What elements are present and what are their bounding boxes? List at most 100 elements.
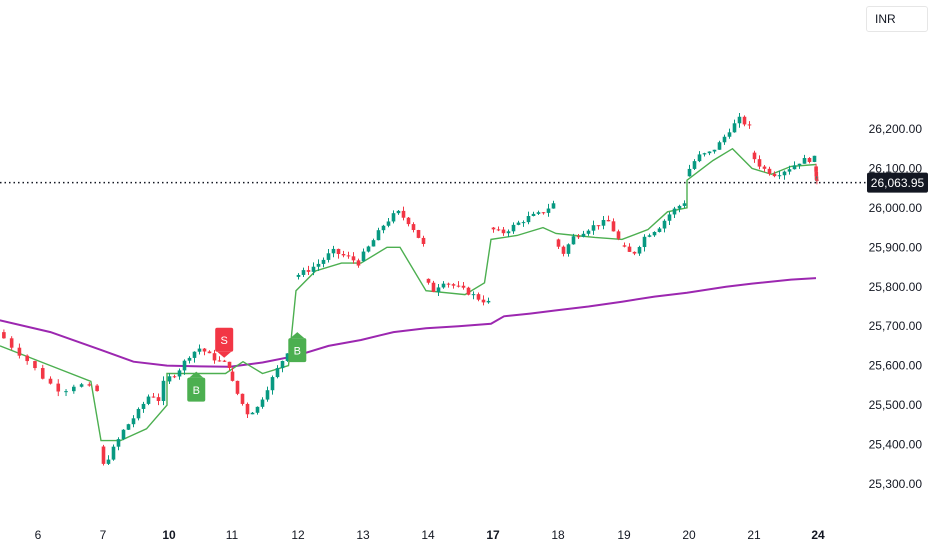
candle-body bbox=[732, 123, 737, 133]
candle-body bbox=[722, 136, 727, 143]
candle bbox=[187, 356, 192, 364]
price-tick-label: 25,900.00 bbox=[869, 240, 923, 254]
candle-body bbox=[486, 300, 491, 303]
candle-body bbox=[245, 403, 250, 415]
buy-signal[interactable]: B bbox=[288, 332, 307, 363]
candle bbox=[561, 245, 566, 257]
candle bbox=[441, 281, 446, 289]
signal-pointer bbox=[189, 371, 204, 378]
signal-box bbox=[215, 327, 234, 352]
candle-body bbox=[87, 384, 92, 386]
candle bbox=[802, 154, 807, 164]
candle-body bbox=[576, 236, 581, 238]
candle bbox=[351, 252, 356, 264]
moving-average-layer bbox=[0, 277, 817, 368]
candle-body bbox=[79, 384, 84, 387]
candle-body bbox=[596, 225, 601, 227]
price-tick-label: 26,000.00 bbox=[869, 201, 923, 215]
candle-body bbox=[687, 168, 692, 177]
candle bbox=[586, 229, 591, 236]
candle bbox=[227, 361, 232, 371]
candle-body bbox=[416, 230, 421, 238]
candle bbox=[250, 411, 255, 415]
candle-body bbox=[812, 155, 817, 162]
time-tick-label: 11 bbox=[226, 528, 239, 542]
price-axis[interactable]: 25,300.00 25,400.00 25,500.00 25,600.00 25,7… bbox=[869, 122, 923, 491]
candle bbox=[471, 291, 476, 300]
candle bbox=[386, 217, 391, 228]
candle-body bbox=[106, 459, 111, 464]
candle bbox=[376, 227, 381, 241]
candle-body bbox=[182, 360, 187, 371]
candle-body bbox=[632, 251, 637, 254]
time-tick-label: 12 bbox=[291, 528, 305, 542]
candle bbox=[426, 278, 431, 285]
candle bbox=[17, 343, 22, 359]
candle bbox=[151, 393, 156, 398]
candle bbox=[677, 204, 682, 213]
price-tick-label: 25,500.00 bbox=[869, 398, 923, 412]
candle-body bbox=[235, 380, 240, 394]
candle bbox=[652, 231, 657, 237]
candle bbox=[632, 251, 637, 256]
candle-body bbox=[230, 371, 235, 381]
candle bbox=[662, 219, 667, 233]
signal-label: B bbox=[193, 385, 200, 397]
candle bbox=[501, 226, 506, 236]
candle bbox=[172, 374, 177, 379]
currency-selector[interactable]: INR bbox=[866, 6, 928, 32]
candle-body bbox=[677, 205, 682, 209]
candle-body bbox=[187, 357, 192, 361]
candle-body bbox=[581, 233, 586, 237]
candle bbox=[742, 115, 747, 127]
candle-body bbox=[371, 240, 376, 247]
candle bbox=[136, 407, 141, 421]
candle-body bbox=[727, 132, 732, 137]
candle-body bbox=[481, 299, 486, 303]
candle bbox=[702, 152, 707, 157]
candle bbox=[217, 356, 222, 362]
candle bbox=[116, 437, 121, 451]
candle-body bbox=[441, 283, 446, 288]
candle-body bbox=[712, 149, 717, 152]
candle-body bbox=[172, 376, 177, 378]
candle bbox=[667, 211, 672, 225]
candle-body bbox=[116, 439, 121, 447]
candle bbox=[416, 229, 421, 239]
candle-body bbox=[306, 270, 311, 272]
candle-body bbox=[141, 403, 146, 409]
candle-body bbox=[611, 221, 616, 232]
candle bbox=[541, 211, 546, 215]
buy-signal[interactable]: B bbox=[187, 371, 206, 402]
candle bbox=[146, 394, 151, 406]
candle-body bbox=[707, 151, 712, 154]
candle-body bbox=[192, 351, 197, 358]
sell-signal[interactable]: S bbox=[215, 327, 234, 358]
candle bbox=[126, 423, 131, 430]
candle-body bbox=[95, 385, 99, 392]
price-tick-label: 25,300.00 bbox=[869, 477, 923, 491]
candle-body bbox=[667, 214, 672, 221]
candle bbox=[421, 235, 426, 247]
candle bbox=[521, 220, 526, 227]
candle-body bbox=[270, 377, 275, 391]
candle-body bbox=[506, 231, 511, 234]
candle bbox=[596, 225, 601, 230]
candle-body bbox=[556, 239, 561, 247]
time-axis[interactable]: 6 7 10 11 12 13 14 17 18 19 20 21 24 bbox=[35, 528, 825, 542]
candle bbox=[121, 429, 126, 441]
candle bbox=[712, 149, 717, 154]
candles-layer bbox=[2, 112, 819, 466]
candle bbox=[792, 161, 797, 170]
price-tick-label: 25,600.00 bbox=[869, 359, 923, 373]
signal-label: S bbox=[221, 335, 228, 347]
candle-body bbox=[692, 161, 697, 169]
candle-body bbox=[762, 166, 767, 169]
candle-body bbox=[391, 213, 396, 222]
candle-body bbox=[566, 244, 571, 254]
candle bbox=[346, 251, 351, 259]
candle-body bbox=[321, 259, 326, 264]
candle-body bbox=[366, 246, 371, 252]
candle bbox=[2, 329, 6, 339]
